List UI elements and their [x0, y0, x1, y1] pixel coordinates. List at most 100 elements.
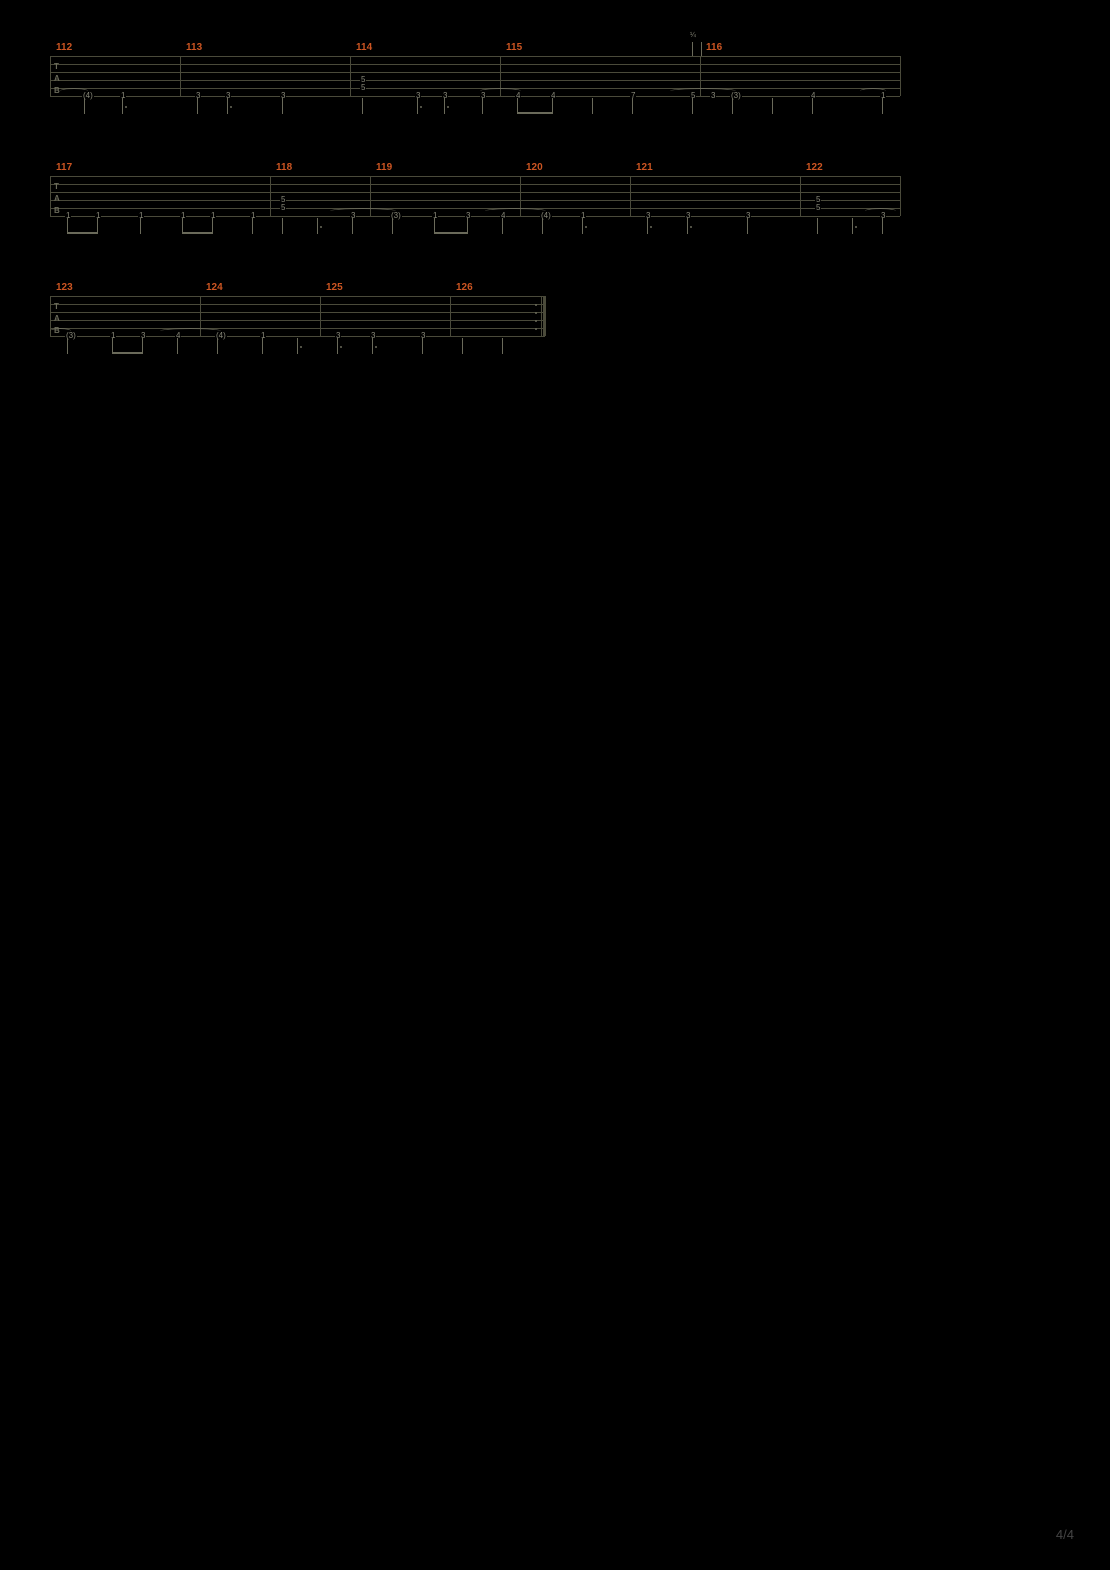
- staff-line: [50, 208, 900, 209]
- rhythm-stem: [467, 218, 468, 234]
- fret-number: 7: [630, 92, 636, 100]
- fret-number: 1: [580, 212, 586, 220]
- tab-clef-letter: T: [54, 182, 59, 191]
- rhythm-stem: [262, 338, 263, 354]
- rhythm-stem: [337, 338, 338, 354]
- fret-number: 1: [110, 332, 116, 340]
- fret-number: 3: [465, 212, 471, 220]
- rhythm-stem: [462, 338, 463, 354]
- rhythm-stem: [444, 98, 445, 114]
- rhythm-stem: [97, 218, 98, 234]
- measure-number: 121: [636, 162, 653, 173]
- tie-slur: [480, 88, 521, 94]
- fret-number: 5: [360, 84, 366, 92]
- measure-number: 115: [506, 42, 522, 53]
- rhythm-stem: [177, 338, 178, 354]
- tab-clef-letter: T: [54, 302, 59, 311]
- fret-number: 1: [210, 212, 216, 220]
- tie-slur: [485, 208, 546, 214]
- tab-clef-letter: A: [54, 74, 60, 83]
- rhythm-stem: [812, 98, 813, 114]
- rhythm-dot: [125, 106, 127, 108]
- fret-number: 4: [810, 92, 816, 100]
- rhythm-stem: [212, 218, 213, 234]
- fret-number: 1: [120, 92, 126, 100]
- barline: [900, 56, 901, 96]
- staff-line: [50, 296, 545, 297]
- staff-line: [50, 328, 545, 329]
- tie-slur: [865, 208, 896, 214]
- barline: [630, 176, 631, 216]
- measure-number: 122: [806, 162, 823, 173]
- rhythm-stem: [482, 98, 483, 114]
- rhythm-stem: [882, 98, 883, 114]
- rhythm-stem: [502, 338, 503, 354]
- barline: [900, 176, 901, 216]
- staff-line: [50, 320, 545, 321]
- staff-line: [50, 72, 900, 73]
- tie-slur: [330, 208, 396, 214]
- staff-line: [50, 312, 545, 313]
- rhythm-stem: [67, 338, 68, 354]
- rhythm-beam: [517, 112, 552, 114]
- tab-clef-letter: B: [54, 86, 60, 95]
- rhythm-stem: [882, 218, 883, 234]
- page-number: 4/4: [1056, 1527, 1074, 1542]
- fret-number: 5: [280, 204, 286, 212]
- rhythm-dot: [855, 226, 857, 228]
- fret-number: 3: [140, 332, 146, 340]
- barline-start: [50, 56, 51, 96]
- rhythm-dot: [585, 226, 587, 228]
- barline: [800, 176, 801, 216]
- rhythm-dot: [300, 346, 302, 348]
- staff-line: [50, 200, 900, 201]
- fret-number: 1: [95, 212, 101, 220]
- barline: [545, 296, 546, 336]
- bend-arrow: [692, 42, 702, 56]
- fret-number: 3: [370, 332, 376, 340]
- tie-slur: [60, 88, 88, 94]
- staff-line: [50, 80, 900, 81]
- fret-number: 3: [745, 212, 751, 220]
- staff-lines: TAB123124125126(3)134(4)1333: [50, 296, 545, 336]
- tab-clef-letter: A: [54, 314, 60, 323]
- rhythm-stem: [852, 218, 853, 234]
- staff-lines: TAB117118119120121122111111553(3)134(4)1…: [50, 176, 900, 216]
- bend-annotation: ¼: [690, 32, 696, 39]
- staff-line: [50, 96, 900, 97]
- measure-number: 113: [186, 42, 202, 53]
- rhythm-stem: [647, 218, 648, 234]
- barline: [270, 176, 271, 216]
- fret-number: 1: [260, 332, 266, 340]
- rhythm-stem: [502, 218, 503, 234]
- fret-number: 3: [420, 332, 426, 340]
- rhythm-stem: [732, 98, 733, 114]
- fret-number: 1: [65, 212, 71, 220]
- rhythm-stem: [252, 218, 253, 234]
- measure-number: 116: [706, 42, 722, 53]
- tie-slur: [160, 328, 221, 334]
- rhythm-stem: [552, 98, 553, 114]
- rhythm-stem: [217, 338, 218, 354]
- rhythm-stem: [747, 218, 748, 234]
- fret-number: 3: [442, 92, 448, 100]
- rhythm-stem: [362, 98, 363, 114]
- measure-number: 118: [276, 162, 292, 173]
- rhythm-stem: [140, 218, 141, 234]
- tie-slur: [860, 88, 886, 94]
- barline: [180, 56, 181, 96]
- rhythm-stem: [372, 338, 373, 354]
- rhythm-stem: [142, 338, 143, 354]
- barline: [450, 296, 451, 336]
- tab-system-0: TAB112113114115116¼(4)13335533344753(3)4…: [50, 56, 900, 96]
- rhythm-stem: [84, 98, 85, 114]
- fret-number: 5: [815, 204, 821, 212]
- rhythm-stem: [122, 98, 123, 114]
- staff-line: [50, 176, 900, 177]
- rhythm-beam: [182, 232, 212, 234]
- fret-number: 3: [645, 212, 651, 220]
- rhythm-beam: [434, 232, 467, 234]
- fret-number: 1: [138, 212, 144, 220]
- measure-number: 112: [56, 42, 72, 53]
- rhythm-dot: [650, 226, 652, 228]
